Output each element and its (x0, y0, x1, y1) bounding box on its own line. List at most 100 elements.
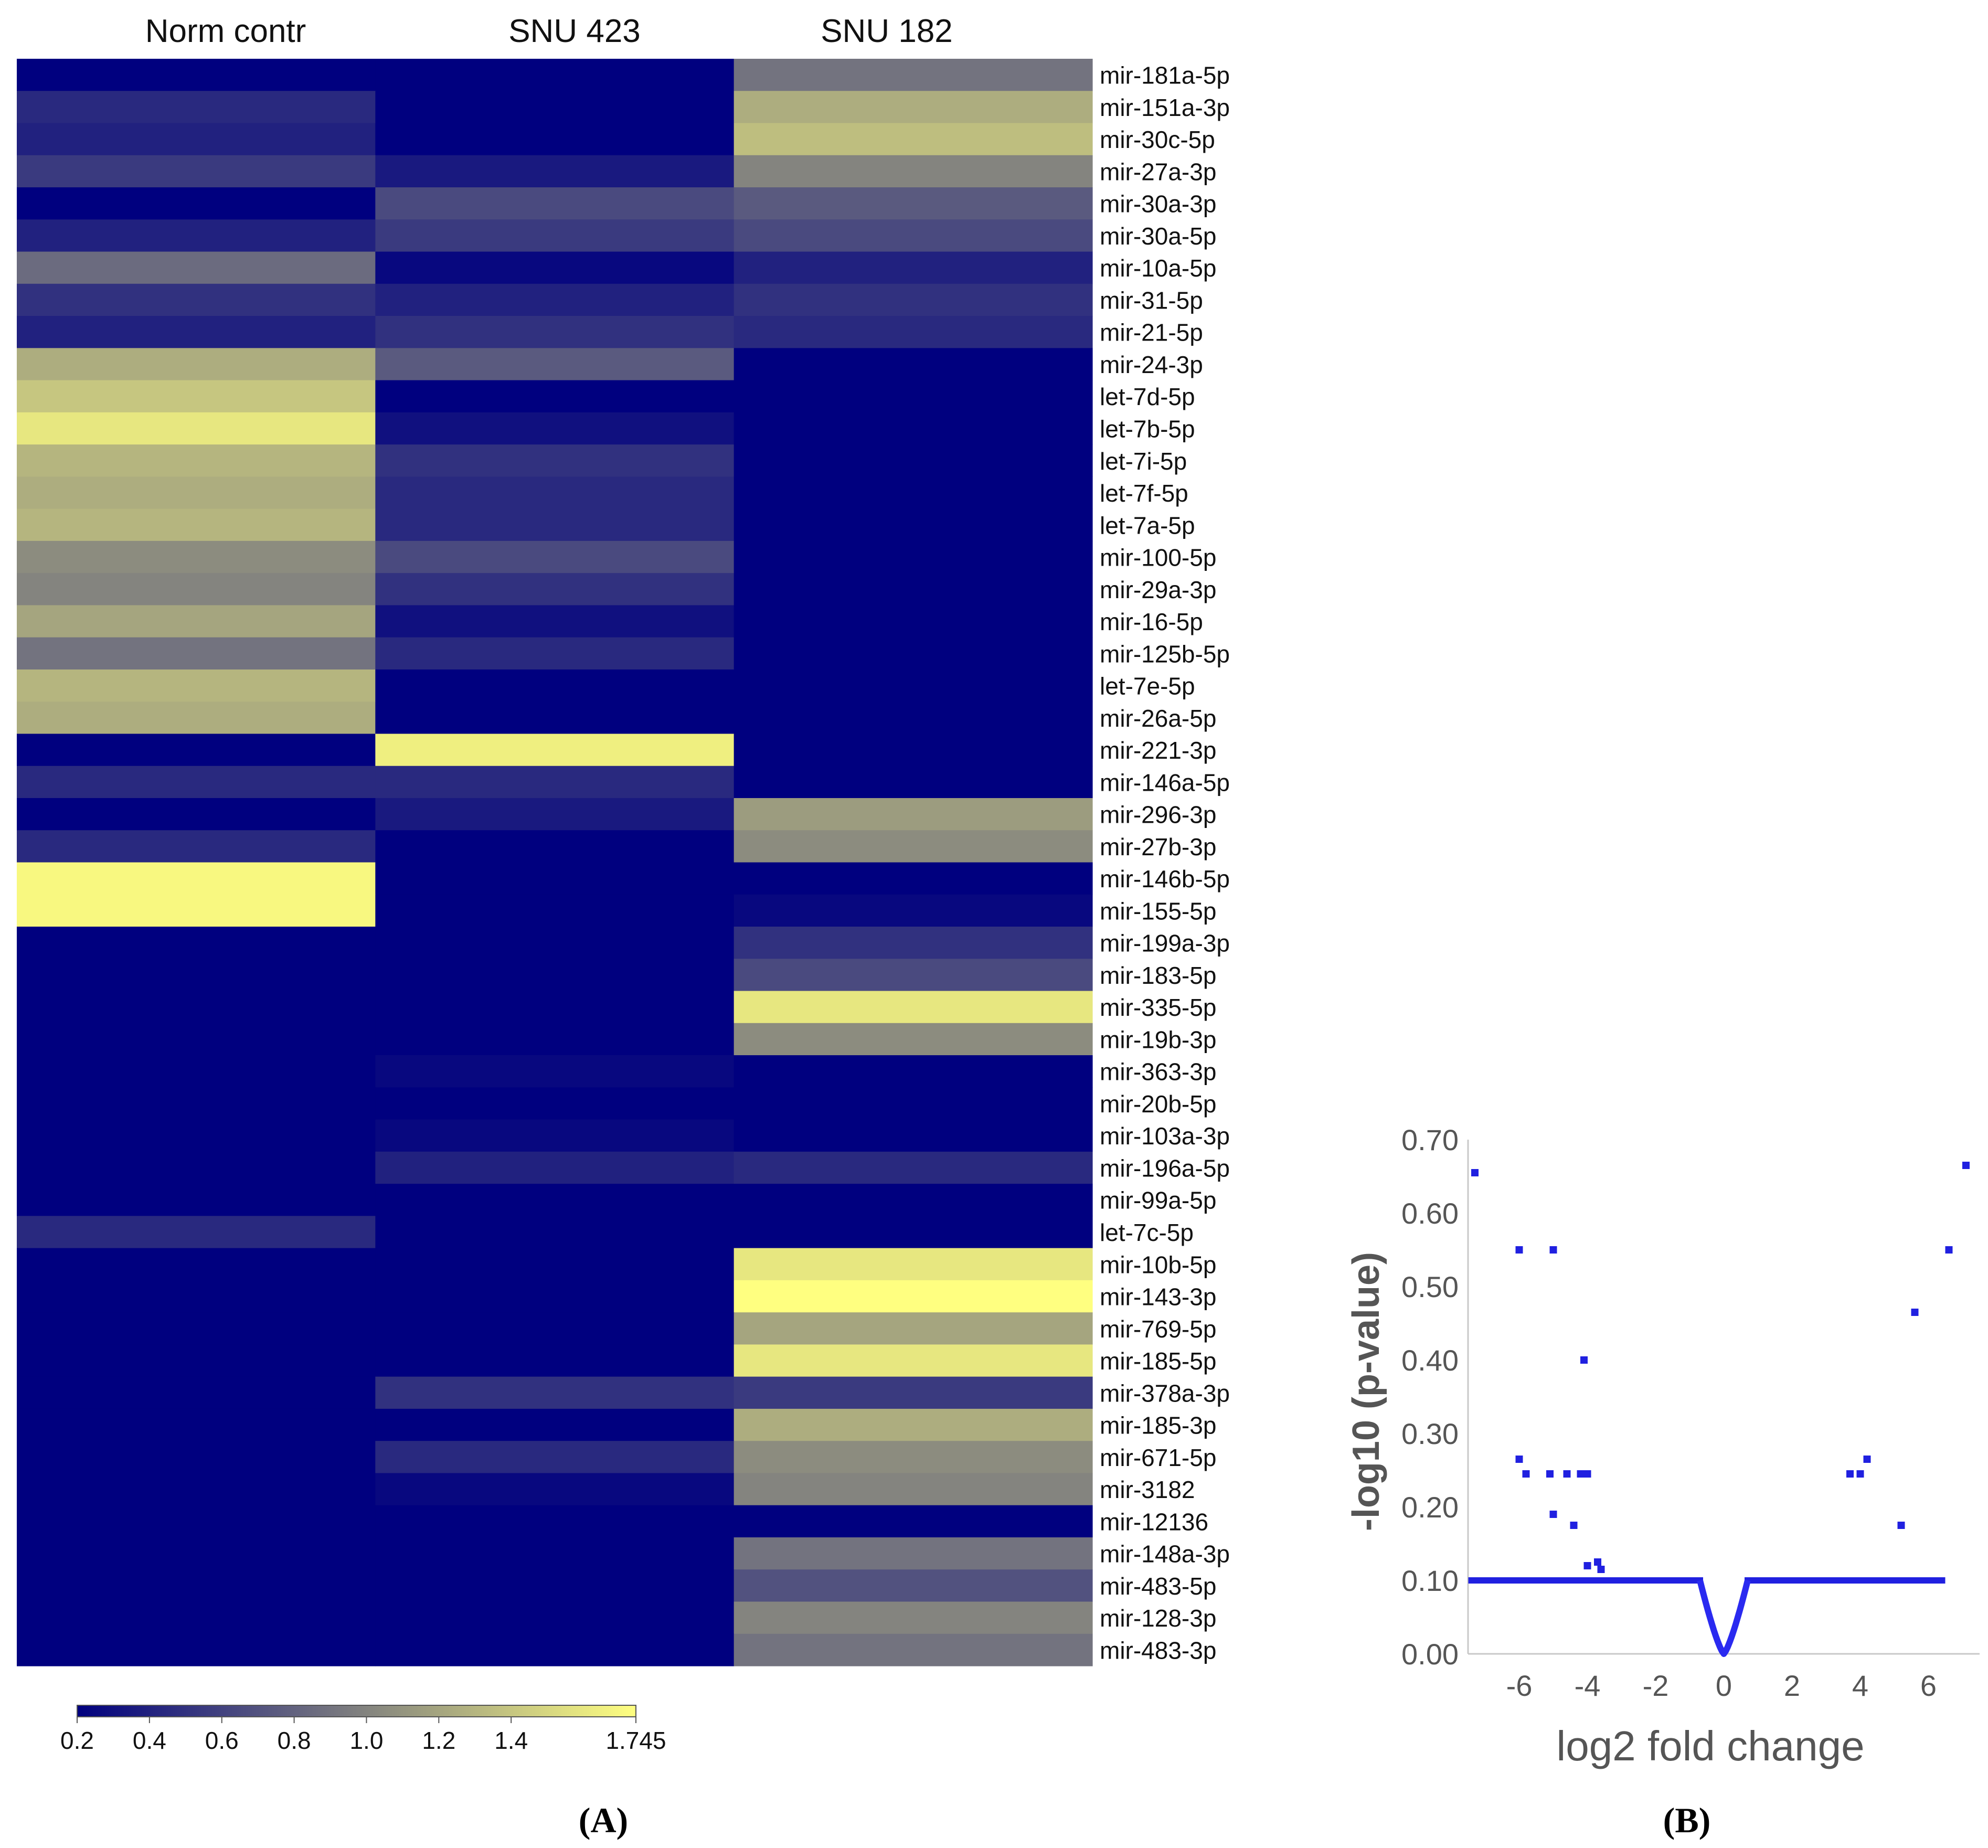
heatmap-cell (17, 444, 376, 477)
row-label: mir-155-5p (1100, 897, 1216, 925)
row-label: mir-128-3p (1100, 1605, 1216, 1632)
heatmap-cell (17, 123, 376, 156)
heatmap-cell (17, 540, 376, 573)
row-label: let-7d-5p (1100, 383, 1195, 410)
heatmap-cell (375, 348, 735, 381)
row-label: let-7e-5p (1100, 673, 1195, 700)
heatmap-cell (375, 91, 735, 124)
heatmap-cell (375, 830, 735, 863)
heatmap-cell (375, 251, 735, 284)
heatmap-cell (17, 1055, 376, 1088)
data-point (1522, 1470, 1530, 1478)
row-label: mir-183-5p (1100, 962, 1216, 989)
heatmap-cell (17, 1569, 376, 1602)
x-tick-label: -2 (1643, 1669, 1669, 1702)
row-label: mir-21-5p (1100, 319, 1203, 346)
row-label: mir-185-5p (1100, 1347, 1216, 1375)
heatmap-cell (17, 251, 376, 284)
colorbar-tick-label: 1.0 (349, 1727, 383, 1754)
heatmap-cell (17, 702, 376, 735)
x-axis-label: log2 fold change (1556, 1723, 1864, 1769)
row-label: mir-12136 (1100, 1508, 1208, 1535)
heatmap-cell (17, 1441, 376, 1474)
row-label: mir-24-3p (1100, 351, 1203, 378)
heatmap-cell (375, 766, 735, 799)
heatmap-cell (375, 734, 735, 767)
data-point (1515, 1456, 1523, 1463)
heatmap-cell (733, 187, 1093, 220)
heatmap-cell (733, 59, 1093, 91)
heatmap-cell (17, 1473, 376, 1506)
heatmap-cell (17, 1023, 376, 1056)
heatmap-cell (375, 155, 735, 188)
heatmap-cell (17, 1505, 376, 1538)
heatmap-cell (375, 59, 735, 91)
heatmap-cell (733, 444, 1093, 477)
heatmap-panel: Norm contr SNU 423 SNU 182 mir-181a-5p mir-… (17, 13, 1230, 1840)
row-label: mir-196a-5p (1100, 1154, 1230, 1182)
heatmap-cell (733, 91, 1093, 124)
heatmap-cell (17, 91, 376, 124)
x-tick-label: -4 (1575, 1669, 1601, 1702)
heatmap-cell (375, 1151, 735, 1184)
heatmap-cell (733, 1023, 1093, 1056)
data-point (1546, 1470, 1554, 1478)
colorbar-tick-label: 1.4 (494, 1727, 528, 1754)
heatmap-cell (375, 1280, 735, 1313)
data-point (1856, 1470, 1864, 1478)
data-point (1549, 1511, 1557, 1518)
heatmap-cell (375, 1119, 735, 1152)
heatmap-cell (733, 1408, 1093, 1441)
heatmap-cell (733, 862, 1093, 895)
colorbar-tick-label: 0.8 (278, 1727, 311, 1754)
heatmap-cell (375, 1408, 735, 1441)
colorbar-tick-label: 0.4 (133, 1727, 166, 1754)
heatmap-cell (17, 894, 376, 927)
heatmap-cell (733, 1119, 1093, 1152)
heatmap-cell (375, 637, 735, 670)
data-point (1515, 1246, 1523, 1254)
x-tick-label: -6 (1506, 1669, 1533, 1702)
row-label: mir-185-3p (1100, 1412, 1216, 1439)
near-zero-points-curve (1697, 1579, 1751, 1657)
heatmap-cell (375, 508, 735, 541)
row-label: mir-16-5p (1100, 608, 1203, 635)
row-label: mir-3182 (1100, 1476, 1195, 1503)
heatmap-cell (733, 1344, 1093, 1377)
row-label: mir-20b-5p (1100, 1090, 1216, 1118)
data-point (1577, 1470, 1585, 1478)
row-label: let-7i-5p (1100, 448, 1187, 475)
y-tick-label: 0.50 (1401, 1270, 1459, 1303)
row-label: let-7b-5p (1100, 415, 1195, 442)
heatmap-cell (733, 1280, 1093, 1313)
heatmap-cell (375, 1505, 735, 1538)
heatmap-cell (733, 1184, 1093, 1216)
panel-label-a: (A) (579, 1800, 628, 1840)
data-point (1945, 1246, 1953, 1254)
heatmap-cell (17, 1087, 376, 1120)
heatmap-cell (17, 605, 376, 638)
heatmap-cell (17, 959, 376, 992)
colorbar-tick-label: 0.2 (60, 1727, 94, 1754)
row-label: let-7f-5p (1100, 480, 1188, 507)
data-point (1597, 1566, 1605, 1573)
heatmap-cell (17, 1408, 376, 1441)
y-axis-label: -log10 (p-value) (1345, 1252, 1387, 1531)
y-tick-label: 0.10 (1401, 1564, 1459, 1597)
row-label: mir-378a-3p (1100, 1379, 1230, 1407)
plot-background (1468, 1140, 1980, 1654)
heatmap-cell (375, 123, 735, 156)
heatmap-cell (733, 766, 1093, 799)
heatmap-cell (375, 1633, 735, 1666)
heatmap-cell (733, 1473, 1093, 1506)
heatmap-cell (375, 1473, 735, 1506)
heatmap-cell (375, 862, 735, 895)
row-label: mir-143-3p (1100, 1283, 1216, 1311)
heatmap-cell (17, 219, 376, 252)
heatmap-cell (733, 830, 1093, 863)
heatmap-cell (17, 59, 376, 91)
row-label: mir-30a-3p (1100, 190, 1216, 218)
data-point (1911, 1309, 1919, 1316)
heatmap-cell (733, 959, 1093, 992)
heatmap-cell (733, 1248, 1093, 1281)
